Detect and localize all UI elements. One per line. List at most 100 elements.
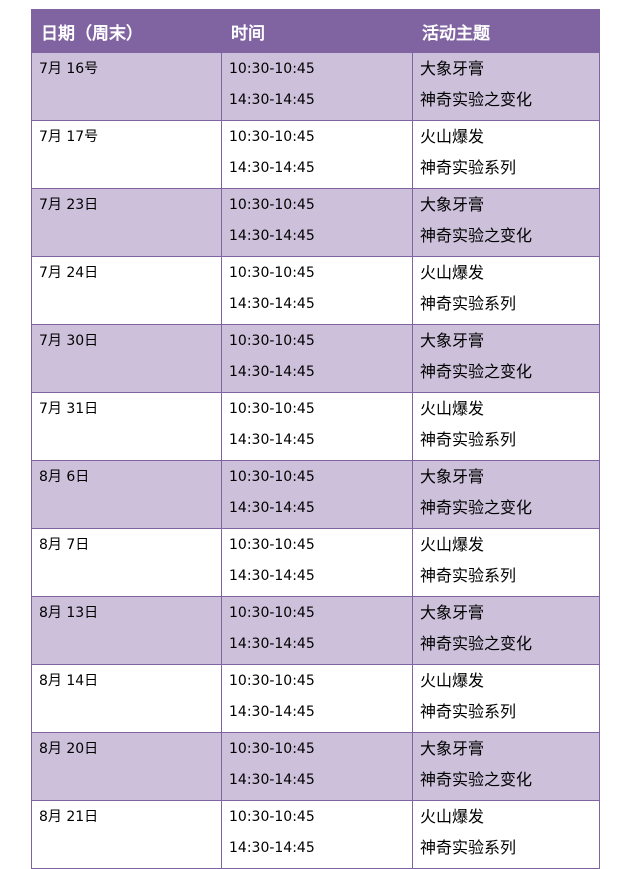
header-date: 日期（周末） bbox=[31, 9, 222, 53]
table-row: 7月 30日 10:30-10:45 14:30-14:45 大象牙膏神奇实验之变化 bbox=[31, 324, 600, 393]
date-text: 8月 13日 bbox=[39, 605, 99, 621]
topic-cell: 大象牙膏 神奇实验之变化 bbox=[412, 188, 600, 257]
time-cell: 10:30-10:45 14:30-14:45 bbox=[221, 120, 413, 189]
table-row: 7月 16号 10:30-10:45 14:30-14:45 大象牙膏 神奇实验之变化 bbox=[31, 52, 600, 121]
topic-text: 火山爆发 bbox=[420, 671, 485, 690]
table-row: 7月 24日 10:30-10:45 14:30-14:45 火山爆发神奇实验系列 bbox=[31, 256, 600, 325]
time-slot: 10:30-10:45 bbox=[229, 265, 315, 281]
time-cell: 10:30-10:45 14:30-14:45 bbox=[221, 800, 413, 869]
topic-text: 神奇实验系列 bbox=[420, 566, 517, 585]
header-time: 时间 bbox=[221, 9, 413, 53]
table-row: 8月 13日 10:30-10:45 14:30-14:45 大象牙膏 神奇实验之变化 bbox=[31, 596, 600, 665]
table-row: 8月 21日 10:30-10:45 14:30-14:45 火山爆发 神奇实验系列 bbox=[31, 800, 600, 869]
date-text: 7月 31日 bbox=[39, 401, 99, 417]
time-slot: 14:30-14:45 bbox=[229, 432, 315, 448]
topic-cell: 火山爆发神奇实验系列 bbox=[412, 528, 600, 597]
topic-text: 大象牙膏 bbox=[420, 603, 485, 622]
topic-text: 火山爆发 bbox=[420, 263, 485, 282]
schedule-table: 日期（周末） 时间 活动主题 7月 16号 10:30-10:45 14:30-14… bbox=[31, 9, 600, 869]
date-cell: 8月 13日 bbox=[31, 596, 222, 665]
date-cell: 7月 16号 bbox=[31, 52, 222, 121]
date-text: 7月 16号 bbox=[39, 61, 99, 77]
topic-cell: 大象牙膏 神奇实验之变化 bbox=[412, 52, 600, 121]
date-cell: 7月 24日 bbox=[31, 256, 222, 325]
time-cell: 10:30-10:45 14:30-14:45 bbox=[221, 392, 413, 461]
topic-text: 神奇实验系列 bbox=[420, 294, 517, 313]
topic-cell: 火山爆发神奇实验系列 bbox=[412, 256, 600, 325]
topic-text: 神奇实验之变化 bbox=[420, 770, 533, 789]
topic-text: 火山爆发 bbox=[420, 807, 485, 826]
time-cell: 10:30-10:45 14:30-14:45 bbox=[221, 528, 413, 597]
date-text: 7月 17号 bbox=[39, 129, 99, 145]
topic-text: 大象牙膏 bbox=[420, 331, 485, 350]
topic-cell: 大象牙膏 神奇实验之变化 bbox=[412, 596, 600, 665]
time-slot: 10:30-10:45 bbox=[229, 469, 315, 485]
topic-cell: 火山爆发 神奇实验系列 bbox=[412, 800, 600, 869]
date-cell: 8月 6日 bbox=[31, 460, 222, 529]
time-slot: 14:30-14:45 bbox=[229, 500, 315, 516]
table-row: 7月 17号 10:30-10:45 14:30-14:45 火山爆发神奇实验系列 bbox=[31, 120, 600, 189]
date-text: 7月 30日 bbox=[39, 333, 99, 349]
time-slot: 10:30-10:45 bbox=[229, 537, 315, 553]
topic-text: 神奇实验系列 bbox=[420, 430, 517, 449]
table-row: 8月 6日 10:30-10:45 14:30-14:45 大象牙膏神奇实验之变化 bbox=[31, 460, 600, 529]
topic-cell: 大象牙膏神奇实验之变化 bbox=[412, 732, 600, 801]
time-slot: 10:30-10:45 bbox=[229, 741, 315, 757]
time-slot: 14:30-14:45 bbox=[229, 772, 315, 788]
date-cell: 7月 31日 bbox=[31, 392, 222, 461]
table-row: 8月 20日 10:30-10:45 14:30-14:45 大象牙膏神奇实验之变化 bbox=[31, 732, 600, 801]
topic-text: 大象牙膏 bbox=[420, 739, 485, 758]
time-slot: 14:30-14:45 bbox=[229, 568, 315, 584]
topic-text: 神奇实验之变化 bbox=[420, 362, 533, 381]
time-slot: 10:30-10:45 bbox=[229, 129, 315, 145]
date-cell: 7月 23日 bbox=[31, 188, 222, 257]
date-cell: 7月 30日 bbox=[31, 324, 222, 393]
time-slot: 10:30-10:45 bbox=[229, 401, 315, 417]
topic-text: 大象牙膏 bbox=[420, 59, 485, 78]
topic-text: 大象牙膏 bbox=[420, 467, 485, 486]
time-slot: 10:30-10:45 bbox=[229, 605, 315, 621]
topic-cell: 大象牙膏神奇实验之变化 bbox=[412, 460, 600, 529]
topic-text: 火山爆发 bbox=[420, 535, 485, 554]
date-cell: 7月 17号 bbox=[31, 120, 222, 189]
topic-text: 神奇实验之变化 bbox=[420, 498, 533, 517]
time-slot: 10:30-10:45 bbox=[229, 61, 315, 77]
date-cell: 8月 21日 bbox=[31, 800, 222, 869]
topic-cell: 火山爆发神奇实验系列 bbox=[412, 664, 600, 733]
time-slot: 10:30-10:45 bbox=[229, 333, 315, 349]
topic-cell: 火山爆发神奇实验系列 bbox=[412, 392, 600, 461]
table-row: 8月 14日 10:30-10:45 14:30-14:45 火山爆发神奇实验系列 bbox=[31, 664, 600, 733]
time-slot: 14:30-14:45 bbox=[229, 636, 315, 652]
time-slot: 10:30-10:45 bbox=[229, 197, 315, 213]
topic-text: 神奇实验系列 bbox=[420, 158, 517, 177]
time-slot: 10:30-10:45 bbox=[229, 673, 315, 689]
topic-cell: 大象牙膏神奇实验之变化 bbox=[412, 324, 600, 393]
time-cell: 10:30-10:45 14:30-14:45 bbox=[221, 460, 413, 529]
table-row: 7月 31日 10:30-10:45 14:30-14:45 火山爆发神奇实验系列 bbox=[31, 392, 600, 461]
topic-cell: 火山爆发神奇实验系列 bbox=[412, 120, 600, 189]
time-slot: 14:30-14:45 bbox=[229, 840, 315, 856]
time-slot: 14:30-14:45 bbox=[229, 364, 315, 380]
time-slot: 14:30-14:45 bbox=[229, 92, 315, 108]
date-cell: 8月 14日 bbox=[31, 664, 222, 733]
time-slot: 10:30-10:45 bbox=[229, 809, 315, 825]
time-slot: 14:30-14:45 bbox=[229, 160, 315, 176]
topic-text: 火山爆发 bbox=[420, 127, 485, 146]
topic-text: 神奇实验系列 bbox=[420, 702, 517, 721]
time-cell: 10:30-10:45 14:30-14:45 bbox=[221, 52, 413, 121]
time-cell: 10:30-10:45 14:30-14:45 bbox=[221, 596, 413, 665]
date-text: 8月 14日 bbox=[39, 673, 99, 689]
date-text: 8月 6日 bbox=[39, 469, 90, 485]
table-row: 7月 23日 10:30-10:45 14:30-14:45 大象牙膏 神奇实验之变化 bbox=[31, 188, 600, 257]
time-slot: 14:30-14:45 bbox=[229, 704, 315, 720]
date-text: 8月 20日 bbox=[39, 741, 99, 757]
date-cell: 8月 20日 bbox=[31, 732, 222, 801]
topic-text: 火山爆发 bbox=[420, 399, 485, 418]
date-text: 8月 21日 bbox=[39, 809, 99, 825]
time-cell: 10:30-10:45 14:30-14:45 bbox=[221, 188, 413, 257]
time-cell: 10:30-10:45 14:30-14:45 bbox=[221, 324, 413, 393]
time-cell: 10:30-10:45 14:30-14:45 bbox=[221, 256, 413, 325]
date-text: 7月 24日 bbox=[39, 265, 99, 281]
time-slot: 14:30-14:45 bbox=[229, 296, 315, 312]
date-cell: 8月 7日 bbox=[31, 528, 222, 597]
